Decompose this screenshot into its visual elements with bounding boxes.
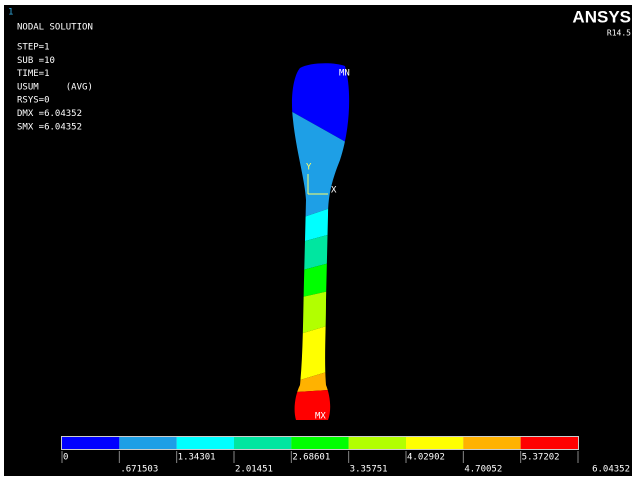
legend-swatch: [349, 437, 406, 449]
legend-swatch: [119, 437, 176, 449]
info-line: DMX =6.04352: [17, 109, 82, 119]
x-axis-label: X: [331, 186, 337, 196]
legend-swatch: [62, 437, 119, 449]
legend-label: 2.68601: [292, 453, 330, 463]
info-line: SUB =10: [17, 56, 55, 66]
y-axis-label: Y: [306, 163, 312, 173]
graphics-window: 1 NODAL SOLUTION STEP=1 SUB =10 TIME=1 USUM…: [0, 0, 635, 478]
info-line: USUM (AVG): [17, 82, 93, 92]
max-label: MX: [315, 412, 326, 422]
legend-label: .671503: [120, 465, 158, 475]
legend-label: 4.70052: [464, 465, 502, 475]
info-line: RSYS=0: [17, 96, 50, 106]
legend-swatch: [234, 437, 291, 449]
legend-swatch: [521, 437, 578, 449]
info-line: TIME=1: [17, 69, 50, 79]
legend-swatch: [291, 437, 348, 449]
legend-label: 4.02902: [407, 453, 445, 463]
info-line: SMX =6.04352: [17, 122, 82, 132]
legend-label: 6.04352: [592, 465, 630, 475]
plot-title: NODAL SOLUTION: [17, 23, 93, 33]
legend-swatch: [177, 437, 234, 449]
legend-label: 5.37202: [522, 453, 560, 463]
brand: ANSYS: [572, 7, 631, 26]
legend-label: 1.34301: [178, 453, 216, 463]
info-line: STEP=1: [17, 43, 50, 53]
window-number: 1: [8, 8, 13, 18]
min-label: MN: [339, 69, 350, 79]
version: R14.5: [607, 29, 631, 38]
legend-label: 3.35751: [350, 465, 388, 475]
legend-label: 2.01451: [235, 465, 273, 475]
legend-swatch: [463, 437, 520, 449]
legend-label: 0: [63, 453, 68, 463]
legend-swatch: [406, 437, 463, 449]
